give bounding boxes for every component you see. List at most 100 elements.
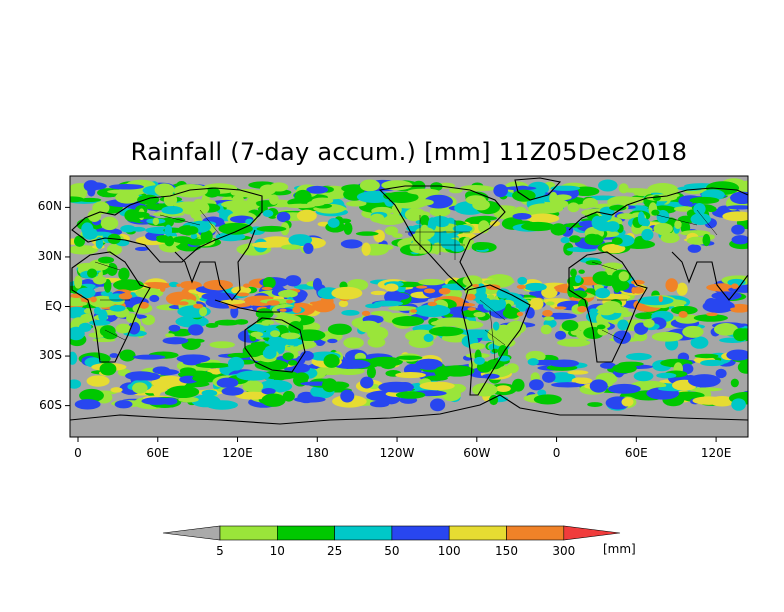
rainfall-patch bbox=[262, 276, 276, 289]
colorbar-tick-label: 25 bbox=[326, 544, 343, 558]
rainfall-patch bbox=[338, 300, 349, 308]
rainfall-patch bbox=[282, 352, 294, 361]
rainfall-patch bbox=[429, 206, 451, 217]
rainfall-patch bbox=[641, 228, 654, 241]
rainfall-patch bbox=[682, 325, 704, 338]
rainfall-patch bbox=[190, 338, 205, 343]
rainfall-patch bbox=[169, 292, 180, 297]
rainfall-patch bbox=[203, 279, 234, 291]
rainfall-patch bbox=[678, 311, 688, 318]
rainfall-patch bbox=[118, 267, 130, 281]
rainfall-patch bbox=[598, 179, 618, 192]
rainfall-patch bbox=[109, 353, 119, 358]
rainfall-patch bbox=[555, 330, 567, 340]
rainfall-patch bbox=[730, 307, 740, 311]
map-area bbox=[70, 176, 748, 437]
rainfall-patch bbox=[156, 236, 173, 243]
colorbar-segment bbox=[276, 525, 335, 541]
rainfall-patch bbox=[621, 397, 634, 407]
rainfall-patch bbox=[99, 362, 117, 376]
rainfall-patch bbox=[128, 321, 141, 335]
rainfall-patch bbox=[637, 296, 674, 306]
rainfall-patch bbox=[651, 331, 683, 342]
rainfall-patch bbox=[287, 359, 298, 366]
rainfall-patch bbox=[293, 396, 326, 403]
rainfall-patch bbox=[387, 292, 410, 300]
rainfall-patch bbox=[715, 368, 727, 379]
rainfall-patch bbox=[430, 320, 463, 327]
rainfall-patch bbox=[106, 262, 118, 276]
rainfall-patch bbox=[512, 212, 532, 220]
rainfall-patch bbox=[242, 344, 264, 358]
rainfall-patch bbox=[378, 381, 415, 393]
rainfall-patch bbox=[462, 237, 472, 251]
rainfall-patch bbox=[676, 282, 688, 296]
rainfall-patch bbox=[526, 213, 560, 224]
rainfall-patch bbox=[87, 268, 98, 279]
rainfall-patch bbox=[567, 202, 580, 213]
rainfall-patch bbox=[110, 387, 123, 393]
colorbar-segment bbox=[506, 525, 565, 541]
rainfall-patch bbox=[327, 323, 352, 335]
rainfall-patch bbox=[137, 194, 160, 205]
rainfall-patch bbox=[345, 200, 367, 207]
rainfall-patch bbox=[368, 244, 394, 251]
rainfall-patch bbox=[609, 204, 627, 211]
rainfall-patch bbox=[164, 224, 173, 237]
rainfall-patch bbox=[90, 296, 97, 303]
rainfall-patch bbox=[73, 235, 86, 247]
rainfall-patch bbox=[516, 284, 527, 289]
longitude-label: 60E bbox=[146, 446, 170, 460]
rainfall-patch bbox=[152, 217, 160, 226]
rainfall-patch bbox=[567, 370, 589, 375]
rainfall-patch bbox=[361, 242, 371, 256]
rainfall-patch bbox=[188, 324, 204, 336]
rainfall-patch bbox=[586, 234, 604, 246]
rainfall-patch bbox=[384, 226, 399, 236]
rainfall-patch bbox=[115, 323, 132, 334]
rainfall-patch bbox=[276, 341, 286, 354]
rainfall-patch bbox=[296, 209, 317, 222]
rainfall-patch bbox=[230, 189, 265, 198]
rainfall-patch bbox=[82, 227, 98, 240]
rainfall-patch bbox=[186, 226, 199, 235]
rainfall-patch bbox=[228, 305, 239, 309]
rainfall-patch bbox=[571, 290, 588, 299]
rainfall-patch bbox=[355, 231, 379, 236]
longitude-label: 0 bbox=[552, 446, 561, 460]
rainfall-patch bbox=[689, 196, 720, 204]
rainfall-patch bbox=[418, 278, 445, 286]
rainfall-patch bbox=[631, 279, 645, 285]
rainfall-patch bbox=[133, 354, 166, 360]
rainfall-patch bbox=[428, 326, 464, 337]
rainfall-patch bbox=[667, 285, 677, 292]
rainfall-patch bbox=[179, 367, 197, 375]
rainfall-patch bbox=[430, 182, 443, 191]
rainfall-patch bbox=[218, 222, 253, 235]
rainfall-patch bbox=[118, 293, 133, 300]
rainfall-patch bbox=[424, 194, 453, 209]
rainfall-patch bbox=[574, 275, 582, 284]
rainfall-patch bbox=[269, 182, 289, 192]
rainfall-patch bbox=[660, 232, 680, 244]
latitude-label: 30N bbox=[37, 248, 62, 263]
rainfall-patch bbox=[336, 218, 352, 224]
rainfall-patch bbox=[370, 290, 387, 296]
rainfall-patch bbox=[517, 276, 528, 285]
rainfall-patch bbox=[570, 268, 577, 277]
rainfall-patch bbox=[496, 288, 511, 299]
rainfall-patch bbox=[261, 388, 276, 395]
rainfall-patch bbox=[462, 275, 483, 288]
latitude-label: 30S bbox=[39, 348, 62, 363]
rainfall-patch bbox=[149, 294, 160, 303]
rainfall-patch bbox=[141, 397, 172, 405]
rainfall-patch bbox=[256, 225, 287, 232]
rainfall-patch bbox=[381, 180, 413, 191]
rainfall-patch bbox=[550, 185, 581, 191]
rainfall-patch bbox=[687, 374, 721, 388]
rainfall-patch bbox=[469, 342, 486, 350]
rainfall-patch bbox=[92, 275, 107, 285]
rainfall-patch bbox=[341, 309, 360, 316]
rainfall-patch bbox=[357, 320, 380, 333]
rainfall-patch bbox=[176, 354, 211, 364]
